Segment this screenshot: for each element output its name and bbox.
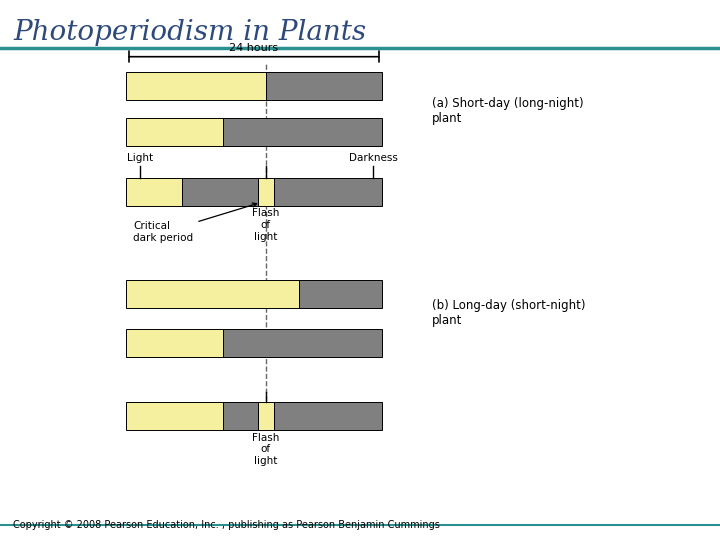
- Text: (b) Long-day (short-night)
plant: (b) Long-day (short-night) plant: [432, 299, 585, 327]
- Bar: [126, 280, 299, 308]
- Bar: [126, 178, 182, 206]
- Bar: [258, 402, 274, 430]
- Text: Photoperiodism in Plants: Photoperiodism in Plants: [13, 19, 366, 46]
- Text: Flash
of
light: Flash of light: [252, 208, 279, 241]
- Text: (a) Short-day (long-night)
plant: (a) Short-day (long-night) plant: [432, 97, 584, 125]
- Bar: [223, 402, 258, 430]
- Text: Critical
dark period: Critical dark period: [133, 203, 256, 243]
- Bar: [126, 329, 223, 357]
- Bar: [126, 402, 223, 430]
- Bar: [274, 178, 382, 206]
- Bar: [266, 72, 382, 100]
- Bar: [126, 72, 266, 100]
- Text: Light: Light: [127, 153, 153, 163]
- Bar: [258, 178, 274, 206]
- Bar: [223, 118, 382, 146]
- Bar: [126, 118, 223, 146]
- Text: Flash
of
light: Flash of light: [252, 433, 279, 465]
- Text: Copyright © 2008 Pearson Education, Inc. , publishing as Pearson Benjamin Cummin: Copyright © 2008 Pearson Education, Inc.…: [13, 520, 440, 530]
- Bar: [223, 329, 382, 357]
- Bar: [299, 280, 382, 308]
- Text: Darkness: Darkness: [348, 153, 397, 163]
- Text: 24 hours: 24 hours: [229, 43, 279, 53]
- Bar: [274, 402, 382, 430]
- Bar: [182, 178, 258, 206]
